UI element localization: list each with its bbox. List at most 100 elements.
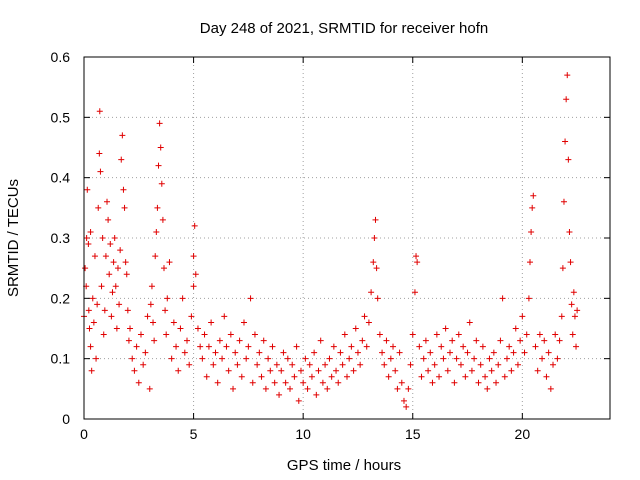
data-point bbox=[205, 343, 212, 350]
data-point bbox=[473, 337, 480, 344]
data-point bbox=[503, 355, 510, 362]
data-point bbox=[559, 265, 566, 272]
data-point bbox=[276, 391, 283, 398]
data-point bbox=[326, 355, 333, 362]
data-point bbox=[486, 355, 493, 362]
data-point bbox=[420, 355, 427, 362]
data-point bbox=[158, 180, 165, 187]
data-point bbox=[508, 367, 515, 374]
chart-title: Day 248 of 2021, SRMTID for receiver hof… bbox=[200, 20, 488, 37]
data-point bbox=[374, 295, 381, 302]
data-point bbox=[256, 349, 263, 356]
data-point bbox=[214, 379, 221, 386]
data-point bbox=[414, 259, 421, 266]
data-point bbox=[562, 138, 569, 145]
data-point bbox=[240, 319, 247, 326]
data-point bbox=[82, 265, 89, 272]
data-point bbox=[527, 259, 534, 266]
data-point bbox=[499, 295, 506, 302]
data-point bbox=[146, 385, 153, 392]
data-point bbox=[490, 349, 497, 356]
data-point bbox=[427, 349, 434, 356]
data-point bbox=[398, 379, 405, 386]
data-point bbox=[464, 349, 471, 356]
data-point bbox=[488, 367, 495, 374]
data-point bbox=[333, 367, 340, 374]
data-point bbox=[411, 289, 418, 296]
data-point bbox=[556, 337, 563, 344]
data-point bbox=[392, 367, 399, 374]
data-point bbox=[177, 325, 184, 332]
data-point bbox=[545, 349, 552, 356]
data-point bbox=[107, 241, 114, 248]
data-point bbox=[409, 331, 416, 338]
data-point bbox=[151, 337, 158, 344]
data-point bbox=[574, 307, 581, 314]
data-point bbox=[94, 301, 101, 308]
y-tick-label: 0.2 bbox=[51, 290, 71, 306]
data-point bbox=[552, 331, 559, 338]
data-point bbox=[405, 385, 412, 392]
data-point bbox=[123, 271, 130, 278]
data-point bbox=[396, 349, 403, 356]
data-point bbox=[477, 361, 484, 368]
data-point bbox=[449, 337, 456, 344]
data-point bbox=[379, 349, 386, 356]
data-point bbox=[199, 355, 206, 362]
data-points bbox=[81, 72, 581, 410]
data-point bbox=[108, 313, 115, 320]
data-point bbox=[157, 144, 164, 151]
data-point bbox=[87, 228, 94, 235]
data-point bbox=[517, 337, 524, 344]
data-point bbox=[102, 253, 109, 260]
data-point bbox=[85, 307, 92, 314]
data-point bbox=[457, 361, 464, 368]
data-point bbox=[289, 361, 296, 368]
data-point bbox=[550, 361, 557, 368]
data-point bbox=[87, 343, 94, 350]
data-point bbox=[566, 228, 573, 235]
data-point bbox=[101, 307, 108, 314]
data-point bbox=[122, 259, 129, 266]
data-point bbox=[238, 373, 245, 380]
data-point bbox=[541, 337, 548, 344]
data-point bbox=[324, 385, 331, 392]
data-point bbox=[260, 337, 267, 344]
data-point bbox=[370, 259, 377, 266]
data-point bbox=[152, 253, 159, 260]
data-point bbox=[348, 343, 355, 350]
data-point bbox=[339, 361, 346, 368]
data-point bbox=[212, 349, 219, 356]
data-point bbox=[190, 283, 197, 290]
data-point bbox=[357, 361, 364, 368]
data-point bbox=[96, 150, 103, 157]
data-point bbox=[361, 313, 368, 320]
data-point bbox=[394, 385, 401, 392]
data-point bbox=[306, 361, 313, 368]
data-point bbox=[247, 295, 254, 302]
data-point bbox=[162, 307, 169, 314]
data-point bbox=[354, 349, 361, 356]
data-point bbox=[282, 379, 289, 386]
data-point bbox=[166, 259, 173, 266]
data-point bbox=[564, 72, 571, 79]
data-point bbox=[569, 331, 576, 338]
data-point bbox=[304, 385, 311, 392]
data-point bbox=[208, 319, 215, 326]
data-point bbox=[532, 343, 539, 350]
data-point bbox=[416, 343, 423, 350]
data-point bbox=[560, 198, 567, 205]
data-point bbox=[313, 391, 320, 398]
data-point bbox=[230, 385, 237, 392]
data-point bbox=[111, 235, 118, 241]
data-point bbox=[558, 313, 565, 320]
data-point bbox=[372, 216, 379, 223]
data-point bbox=[322, 361, 329, 368]
data-point bbox=[181, 349, 188, 356]
data-point bbox=[129, 355, 136, 362]
data-point bbox=[475, 379, 482, 386]
data-point bbox=[219, 355, 226, 362]
data-point bbox=[381, 361, 388, 368]
data-point bbox=[287, 385, 294, 392]
data-point bbox=[137, 331, 144, 338]
